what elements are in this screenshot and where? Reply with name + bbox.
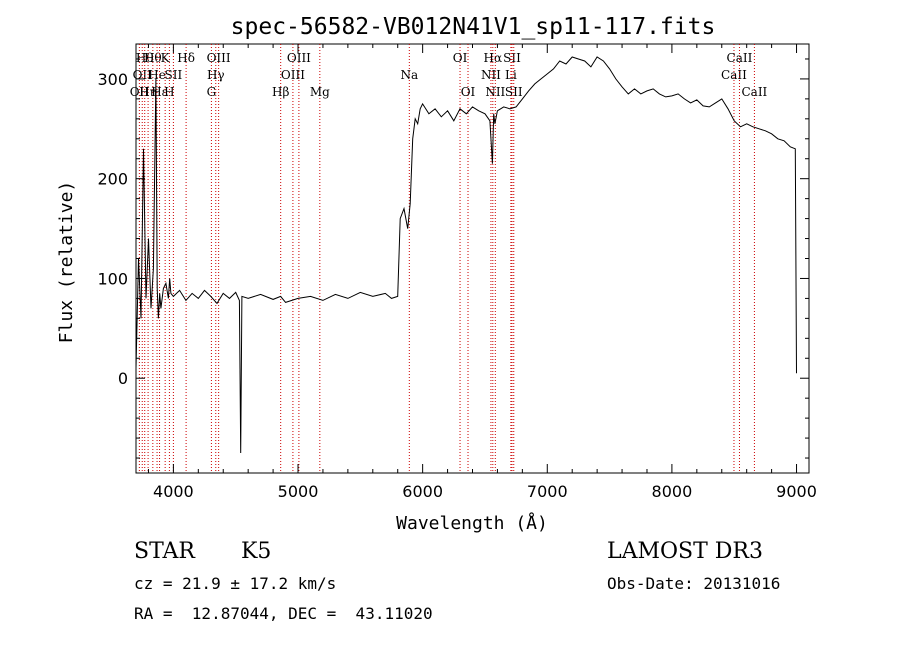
y-tick-label: 100 [97,269,128,288]
line-marker-label: SII [505,85,523,99]
line-marker-label: Li [505,68,517,82]
line-marker-label: SII [165,68,183,82]
line-marker-label: CaII [741,85,767,99]
line-marker-label: K [161,51,171,65]
line-marker-label: NII [485,85,505,99]
y-axis-label: Flux (relative) [56,181,77,344]
axis-ticks: 4000 5000 6000 7000 8000 9000 0 100 200 300 [97,44,817,501]
x-tick-label: 7000 [527,482,568,501]
sky-coordinates: RA = 12.87044, DEC = 43.11020 [134,604,433,623]
observation-date: Obs-Date: 20131016 [607,574,781,593]
chart-title: spec-56582-VB012N41V1_sp11-117.fits [231,14,716,40]
line-marker-label: OIII [281,68,305,82]
line-marker-label: Hθ [136,51,154,65]
redshift-velocity: cz = 21.9 ± 17.2 km/s [134,574,337,593]
line-marker-label: OIII [287,51,311,65]
line-marker-label: OIII [207,51,231,65]
line-marker-label: CaII [721,68,747,82]
line-marker-label: Hγ [207,68,225,82]
line-marker-label: Hθ [144,51,162,65]
x-tick-label: 4000 [153,482,194,501]
line-marker-label: NII [481,68,501,82]
plot-frame [135,43,810,474]
line-marker-label: G [207,85,217,99]
spectral-subclass: K5 [241,539,272,564]
object-class: STAR [134,539,195,564]
x-tick-label: 9000 [776,482,817,501]
line-marker-label: H [164,85,174,99]
line-marker-label: OI [461,85,476,99]
x-tick-label: 5000 [278,482,319,501]
line-marker-label: SII [503,51,521,65]
line-marker-label: Hδ [177,51,195,65]
survey-name: LAMOST DR3 [607,539,763,564]
flux-series-line [135,56,797,454]
line-marker-label: Na [400,68,418,82]
line-marker-label: Mg [310,85,330,99]
emission-line-markers: OIIOIIHθHηHθHeHεKHSIIHδGHγOIIIHβOIIIOIII… [130,44,768,473]
line-marker-label: Hα [484,51,503,65]
x-tick-label: 8000 [652,482,693,501]
x-tick-label: 6000 [402,482,443,501]
y-tick-label: 0 [118,369,128,388]
y-tick-label: 300 [97,70,128,89]
line-marker-label: CaII [727,51,753,65]
line-marker-label: OI [453,51,468,65]
line-marker-label: Hβ [272,85,289,99]
y-tick-label: 200 [97,170,128,189]
x-axis-label: Wavelength (Å) [396,512,548,534]
line-marker-label: He [148,68,166,82]
